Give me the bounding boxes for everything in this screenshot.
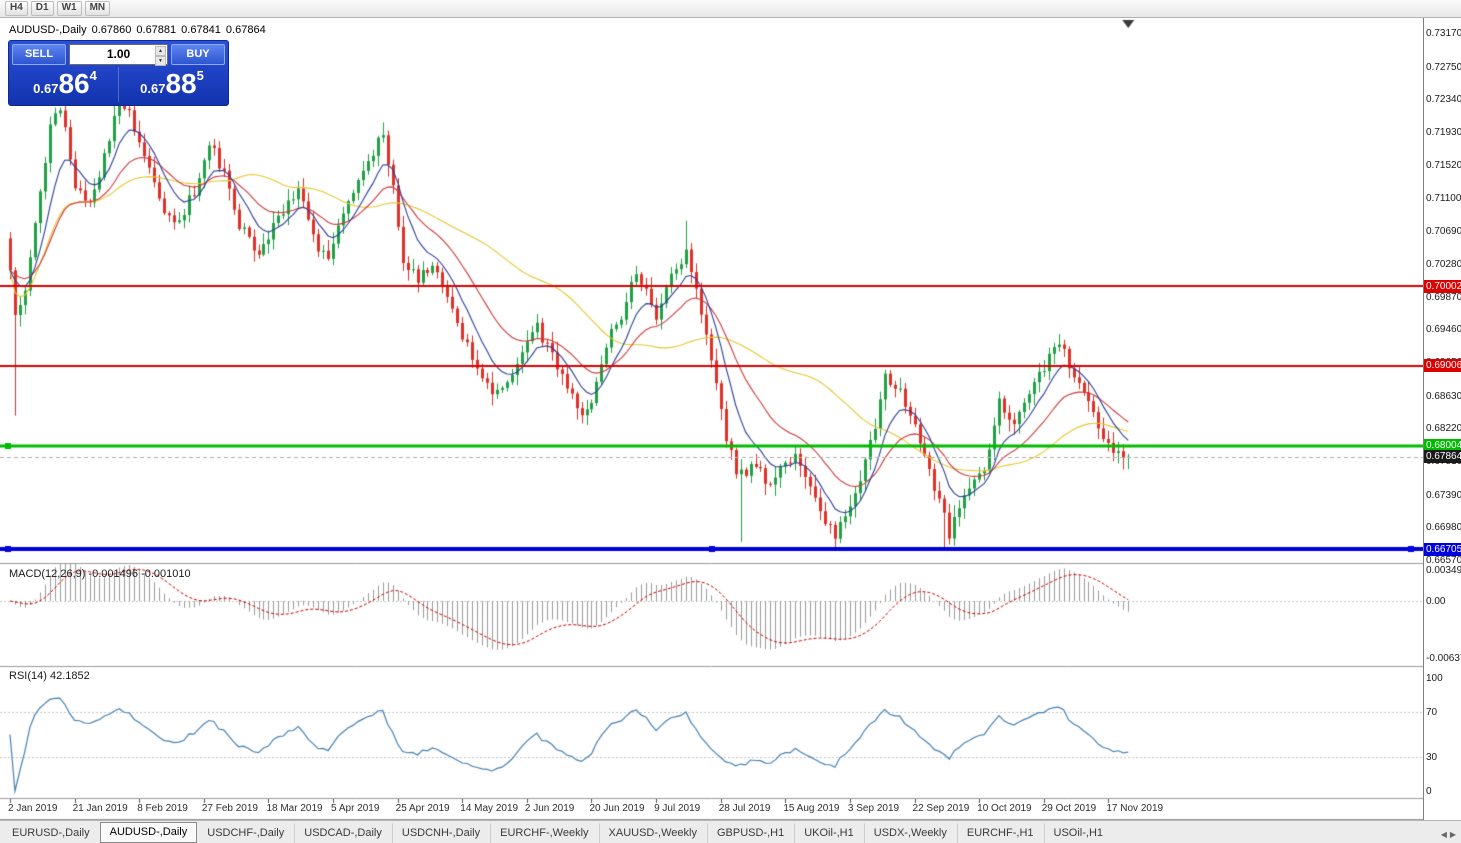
chart-tab-usdcnh-daily[interactable]: USDCNH-,Daily — [391, 823, 490, 843]
timeframe-button-w1[interactable]: W1 — [56, 1, 82, 16]
tab-scroll-right-icon[interactable]: ▶ — [1449, 830, 1456, 839]
macd-scale-tick: 0.00 — [1426, 596, 1446, 607]
trade-panel-controls: SELL 1.00 ▲ ▼ BUY — [12, 44, 225, 66]
chart-tab-eurchf-h1[interactable]: EURCHF-,H1 — [956, 823, 1044, 843]
price-scale-tick: 0.70280 — [1426, 258, 1461, 270]
macd-scale-tick: 0.00349 — [1426, 565, 1461, 576]
buy-price-base: 0.67 — [140, 81, 166, 96]
chart-tab-usdcad-daily[interactable]: USDCAD-,Daily — [294, 823, 392, 843]
time-axis-label: 17 Nov 2019 — [1106, 803, 1164, 814]
price-scale-tick: 0.70690 — [1426, 226, 1461, 238]
chart-tab-eurchf-weekly[interactable]: EURCHF-,Weekly — [490, 823, 598, 843]
chart-tab-xauusd-weekly[interactable]: XAUUSD-,Weekly — [598, 823, 707, 843]
price-scale-tick: 0.68630 — [1426, 390, 1461, 402]
price-line-badge: 0.69006 — [1424, 359, 1461, 373]
chart-tabs-bar: EURUSD-,Daily AUDUSD-,Daily USDCHF-,Daily U… — [0, 820, 1461, 843]
timeframe-toolbar: H4 D1 W1 MN — [0, 0, 1461, 18]
timeframe-button-mn[interactable]: MN — [84, 1, 111, 16]
price-line-badge: 0.68004 — [1424, 439, 1461, 453]
chart-tab-ukoil-h1[interactable]: UKOil-,H1 — [794, 823, 864, 843]
volume-down-icon[interactable]: ▼ — [155, 56, 166, 66]
volume-spinner: ▲ ▼ — [155, 46, 166, 66]
time-axis-label: 15 Aug 2019 — [783, 803, 840, 814]
time-axis-label: 22 Sep 2019 — [912, 803, 970, 814]
price-scale-tick: 0.68220 — [1426, 423, 1461, 435]
sell-price-display[interactable]: 0.67864 — [12, 67, 119, 102]
rsi-scale-tick: 100 — [1426, 673, 1443, 684]
chart-ohlc-label: AUDUSD-,Daily 0.67860 0.67881 0.67841 0.6786… — [9, 24, 271, 36]
bid-price-badge: 0.67864 — [1424, 450, 1461, 464]
chart-tab-gbpusd-h1[interactable]: GBPUSD-,H1 — [706, 823, 794, 843]
time-axis-label: 14 May 2019 — [460, 803, 519, 814]
price-scale-tick: 0.71930 — [1426, 127, 1461, 139]
sell-button[interactable]: SELL — [12, 44, 66, 65]
price-scale-tick: 0.72340 — [1426, 94, 1461, 106]
time-axis-label: 10 Oct 2019 — [977, 803, 1032, 814]
buy-price-display[interactable]: 0.67885 — [119, 67, 225, 102]
chart-tab-eurusd-daily[interactable]: EURUSD-,Daily — [12, 827, 90, 839]
chart-open-value: 0.67860 — [91, 24, 132, 36]
time-axis-label: 3 Sep 2019 — [847, 803, 900, 814]
timeframe-button-h4[interactable]: H4 — [5, 1, 28, 16]
rsi-scale-tick: 30 — [1426, 752, 1438, 764]
time-axis-label: 21 Jan 2019 — [72, 803, 128, 814]
chart-area: AUDUSD-,Daily 0.67860 0.67881 0.67841 0.6786… — [0, 18, 1423, 820]
price-scale: 0.73170 0.72750 0.72340 0.71930 0.71520 0.711… — [1423, 18, 1461, 820]
price-scale-tick: 0.71520 — [1426, 159, 1461, 171]
volume-value: 1.00 — [106, 47, 131, 61]
timeframe-button-d1[interactable]: D1 — [30, 1, 54, 16]
price-scale-tick: 0.69460 — [1426, 324, 1461, 336]
price-line-badge: 0.70002 — [1424, 279, 1461, 293]
trade-panel-prices: 0.67864 0.67885 — [12, 67, 225, 102]
buy-button[interactable]: BUY — [171, 44, 225, 65]
chart-high-value: 0.67881 — [136, 24, 177, 36]
chart-tab-usdx-weekly[interactable]: USDX-,Weekly — [863, 823, 957, 843]
time-axis-label: 25 Apr 2019 — [395, 803, 450, 814]
sell-price-big: 86 — [58, 68, 90, 99]
macd-scale-tick: -0.00637 — [1426, 652, 1461, 664]
tab-scroll-left-icon[interactable]: ◀ — [1440, 830, 1447, 839]
time-axis-label: 28 Jul 2019 — [718, 803, 771, 814]
time-axis-label: 5 Apr 2019 — [331, 803, 380, 814]
volume-input[interactable]: 1.00 ▲ ▼ — [69, 44, 168, 66]
rsi-scale-tick: 0 — [1426, 786, 1432, 797]
chart-close-value: 0.67864 — [225, 24, 266, 36]
time-axis-label: 8 Feb 2019 — [137, 803, 188, 814]
price-chart-canvas[interactable] — [0, 18, 1423, 820]
chart-symbol-label: AUDUSD-,Daily — [9, 24, 87, 36]
sell-price-sup: 4 — [89, 68, 97, 83]
buy-price-sup: 5 — [196, 68, 204, 83]
chart-tab-usdchf-daily[interactable]: USDCHF-,Daily — [207, 827, 285, 839]
price-scale-tick: 0.66570 — [1426, 555, 1461, 567]
rsi-scale-tick: 70 — [1426, 706, 1438, 718]
one-click-trading-panel: SELL 1.00 ▲ ▼ BUY 0.67864 0.67885 — [8, 40, 229, 106]
time-axis-label: 29 Oct 2019 — [1041, 803, 1097, 814]
time-axis-label: 9 Jul 2019 — [654, 803, 701, 814]
price-scale-tick: 0.71100 — [1426, 193, 1461, 205]
time-axis-label: 2 Jan 2019 — [8, 803, 58, 814]
time-axis-label: 27 Feb 2019 — [201, 803, 258, 814]
time-axis-label: 20 Jun 2019 — [589, 803, 645, 814]
macd-indicator-label: MACD(12,26,9) -0.001496 -0.001010 — [9, 568, 191, 580]
volume-up-icon[interactable]: ▲ — [155, 46, 166, 56]
price-scale-tick: 0.67390 — [1426, 489, 1461, 501]
price-scale-tick: 0.66980 — [1426, 522, 1461, 534]
chart-tab-usoil-h1[interactable]: USOil-,H1 — [1043, 823, 1114, 843]
price-scale-tick: 0.69870 — [1426, 291, 1461, 303]
chart-low-value: 0.67841 — [181, 24, 221, 36]
price-scale-tick: 0.72750 — [1426, 61, 1461, 73]
sell-price-base: 0.67 — [33, 81, 59, 96]
time-axis-label: 2 Jun 2019 — [524, 803, 575, 814]
rsi-indicator-label: RSI(14) 42.1852 — [9, 670, 90, 682]
tab-scroll-controls: ◀ ▶ — [1441, 830, 1459, 843]
time-axis: 2 Jan 2019 21 Jan 2019 8 Feb 2019 27 Feb 20… — [0, 800, 1423, 820]
time-axis-label: 18 Mar 2019 — [266, 803, 323, 814]
buy-price-big: 88 — [165, 68, 197, 99]
price-scale-tick: 0.73170 — [1426, 28, 1461, 40]
price-line-badge: 0.66705 — [1424, 542, 1461, 556]
chart-tab-audusd-daily[interactable]: AUDUSD-,Daily — [99, 822, 198, 843]
